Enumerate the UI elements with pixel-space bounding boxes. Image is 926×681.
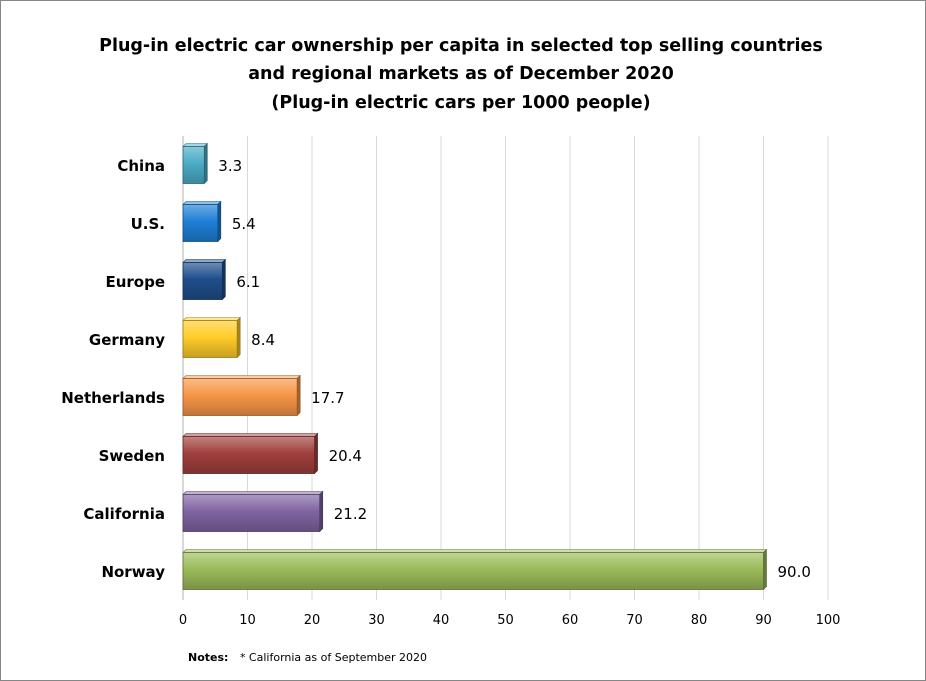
x-tick-label: 0 (179, 613, 187, 628)
bar-side-face (203, 142, 208, 185)
chart-title-line-2: and regional markets as of December 2020 (248, 64, 674, 84)
bar-top-face (182, 143, 209, 147)
bar-top-face (182, 549, 768, 553)
bar-top-face (182, 375, 301, 379)
x-tick-label: 90 (755, 613, 772, 628)
data-label: 20.4 (329, 447, 362, 465)
labels: 0 10 20 30 40 50 60 70 80 90 100 China 3.3 U.S. 5.4 Eur… (61, 157, 840, 628)
bar-side-face (314, 432, 318, 475)
notes-text: * California as of September 2020 (239, 651, 428, 664)
x-tick-label: 10 (239, 613, 256, 628)
bar-side-face (236, 316, 241, 359)
category-label: Sweden (99, 447, 165, 465)
bar-germany (182, 320, 238, 358)
chart-notes: Notes: * California as of September 2020 (188, 651, 427, 664)
bar-side-face (222, 258, 226, 301)
bar-u-s (182, 204, 219, 242)
bar-california (182, 494, 321, 532)
data-label: 21.2 (334, 505, 367, 523)
data-label: 90.0 (778, 563, 811, 581)
bar-sweden (182, 436, 315, 474)
data-label: 6.1 (236, 273, 260, 291)
x-tick-label: 50 (497, 613, 514, 628)
bar-side-face (319, 490, 324, 533)
data-label: 3.3 (218, 157, 242, 175)
data-label: 5.4 (232, 215, 256, 233)
category-label: China (117, 157, 165, 175)
bar-top-face (182, 433, 319, 437)
chart-title-line-3: (Plug-in electric cars per 1000 people) (271, 93, 651, 113)
x-tick-label: 70 (626, 613, 643, 628)
bar-netherlands (182, 378, 298, 416)
bar-europe (182, 262, 223, 300)
x-tick-label: 30 (368, 613, 385, 628)
bar-top-face (182, 201, 222, 205)
category-label: California (83, 505, 165, 523)
bar-side-face (217, 200, 222, 243)
data-label: 17.7 (311, 389, 344, 407)
data-label: 8.4 (251, 331, 275, 349)
x-tick-label: 60 (562, 613, 579, 628)
x-tick-label: 80 (691, 613, 708, 628)
bar-norway (182, 552, 764, 590)
chart-title-line-1: Plug-in electric car ownership per capit… (99, 36, 823, 56)
category-label: Netherlands (61, 389, 165, 407)
notes-label: Notes: (188, 651, 229, 664)
bar-china (182, 146, 205, 184)
x-tick-label: 100 (816, 613, 841, 628)
bar-top-face (182, 259, 227, 263)
category-label: Europe (105, 273, 165, 291)
x-tick-label: 40 (433, 613, 450, 628)
bar-top-face (182, 317, 241, 321)
bars (182, 142, 768, 591)
bar-side-face (763, 548, 767, 591)
bar-top-face (182, 491, 324, 495)
category-label: U.S. (131, 215, 165, 233)
bar-side-face (296, 374, 301, 417)
category-label: Norway (101, 563, 165, 581)
category-label: Germany (89, 331, 165, 349)
x-tick-label: 20 (304, 613, 321, 628)
